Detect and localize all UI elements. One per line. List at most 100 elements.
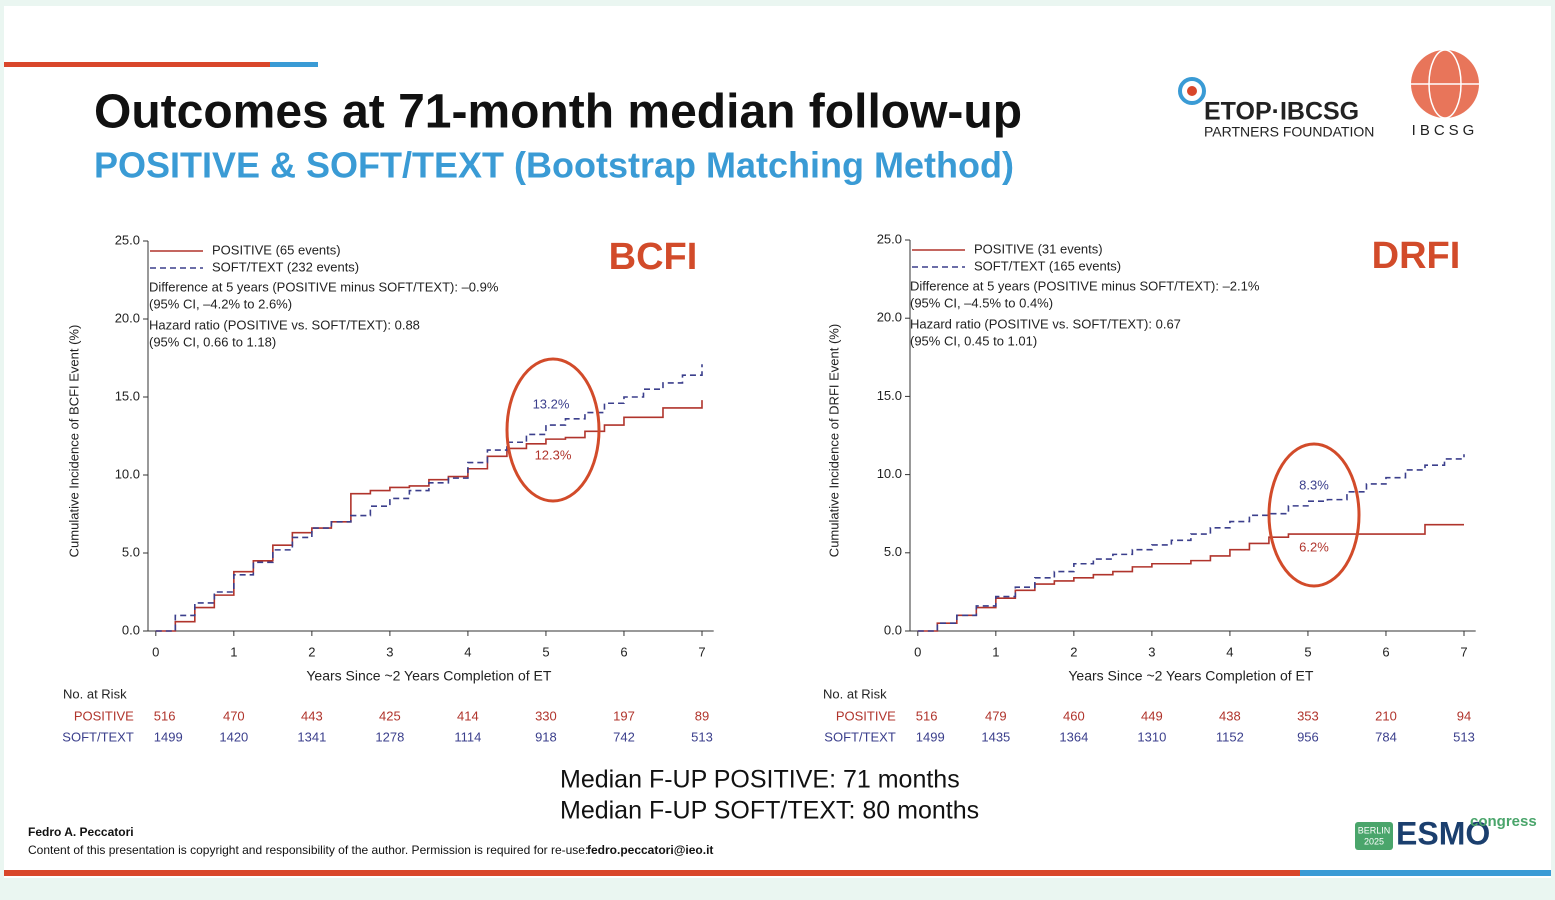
chart-title: DRFI [1372,235,1461,277]
annotation: Difference at 5 years (POSITIVE minus SO… [149,279,499,294]
y-tick-label: 20.0 [115,310,140,325]
risk-count: 918 [535,729,557,744]
footer-bar [1300,870,1551,876]
median-text: Median F-UP POSITIVE: 71 months [560,766,960,794]
x-tick-label: 5 [542,644,549,659]
risk-count: 516 [916,708,938,723]
risk-count: 479 [985,708,1007,723]
y-tick-label: 5.0 [122,544,140,559]
risk-count: 513 [1453,729,1475,744]
risk-count: 414 [457,708,479,723]
risk-count: 460 [1063,708,1085,723]
y-axis-label: Cumulative Incidence of BCFI Event (%) [66,325,81,558]
annotation: Difference at 5 years (POSITIVE minus SO… [910,278,1260,293]
risk-count: 210 [1375,708,1397,723]
x-tick-label: 4 [1226,644,1233,659]
x-tick-label: 3 [1148,644,1155,659]
km-curve [917,523,1464,632]
risk-count: 89 [695,708,709,723]
copyright: Content of this presentation is copyrigh… [28,843,588,857]
risk-count: 513 [691,729,713,744]
median-text: Median F-UP SOFT/TEXT: 80 months [560,797,979,825]
x-tick-label: 1 [992,644,999,659]
risk-count: 470 [223,708,245,723]
annotation: Hazard ratio (POSITIVE vs. SOFT/TEXT): 0… [149,317,420,332]
legend-label: SOFT/TEXT (165 events) [974,258,1121,273]
risk-count: 784 [1375,729,1397,744]
risk-count: 353 [1297,708,1319,723]
logo-text: ETOP·IBCSG [1204,98,1359,126]
km-curve [155,364,703,632]
risk-row-label: SOFT/TEXT [824,729,896,744]
annotation: (95% CI, –4.5% to 0.4%) [910,295,1053,310]
risk-count: 1114 [454,729,481,744]
y-axis-label: Cumulative Incidence of DRFI Event (%) [826,324,841,557]
congress-badge [1355,822,1393,850]
logo-icon [1187,86,1197,96]
risk-count: 449 [1141,708,1163,723]
logo-text: IBCSG [1412,122,1479,139]
congress-brand: ESMO [1396,815,1490,851]
risk-count: 1499 [154,729,183,744]
email: fedro.peccatori@ieo.it [587,843,713,857]
logo-icon [1178,77,1206,105]
accent-bar [270,62,318,67]
legend-label: SOFT/TEXT (232 events) [212,259,359,274]
x-tick-label: 4 [464,644,471,659]
slide-title: Outcomes at 71-month median follow-up [94,86,1022,139]
risk-count: 516 [154,708,176,723]
y-tick-label: 5.0 [884,544,902,559]
y-tick-label: 0.0 [122,622,140,637]
risk-count: 425 [379,708,401,723]
y-tick-label: 25.0 [115,232,140,247]
km-curve [917,454,1465,632]
x-tick-label: 0 [152,644,159,659]
x-tick-label: 7 [1460,644,1467,659]
x-tick-label: 6 [620,644,627,659]
x-axis-label: Years Since ~2 Years Completion of ET [306,668,551,684]
risk-count: 1152 [1216,729,1244,744]
y-tick-label: 15.0 [115,388,140,403]
y-tick-label: 0.0 [884,622,902,637]
author: Fedro A. Peccatori [28,825,134,839]
congress-year: 2025 [1364,836,1384,846]
congress-word: congress [1470,813,1537,830]
annotation: (95% CI, 0.66 to 1.18) [149,334,276,349]
x-tick-label: 1 [230,644,237,659]
slide-background [4,6,1551,878]
risk-count: 438 [1219,708,1241,723]
callout: 13.2% [533,396,570,411]
highlight-ellipse [505,357,601,503]
y-tick-label: 25.0 [877,231,902,246]
risk-count: 443 [301,708,323,723]
y-tick-label: 20.0 [877,310,902,325]
highlight-ellipse [1267,442,1361,588]
annotation: Hazard ratio (POSITIVE vs. SOFT/TEXT): 0… [910,316,1181,331]
callout: 8.3% [1299,477,1329,492]
risk-row-label: POSITIVE [74,708,134,723]
x-axis-label: Years Since ~2 Years Completion of ET [1068,668,1313,684]
callout: 12.3% [535,447,572,462]
risk-count: 742 [613,729,635,744]
congress-place: BERLIN [1358,825,1391,835]
y-tick-label: 10.0 [115,466,140,481]
risk-row-label: SOFT/TEXT [62,729,134,744]
risk-count: 1420 [219,729,248,744]
annotation: (95% CI, –4.2% to 2.6%) [149,296,292,311]
x-tick-label: 3 [386,644,393,659]
legend-label: POSITIVE (31 events) [974,241,1103,256]
risk-count: 1341 [297,729,326,744]
slide-subtitle: POSITIVE & SOFT/TEXT (Bootstrap Matching… [94,145,1014,186]
x-tick-label: 2 [308,644,315,659]
risk-title: No. at Risk [823,686,887,701]
x-tick-label: 6 [1382,644,1389,659]
risk-count: 1278 [375,729,404,744]
footer-bar [4,870,1300,876]
risk-title: No. at Risk [63,686,127,701]
risk-count: 1435 [981,729,1010,744]
risk-count: 1310 [1137,729,1166,744]
y-tick-label: 10.0 [877,466,902,481]
x-tick-label: 2 [1070,644,1077,659]
